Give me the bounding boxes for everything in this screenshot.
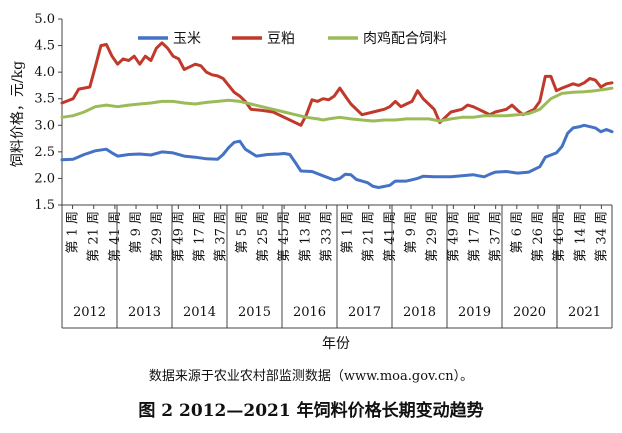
x-tick-label: 第 9 周 (129, 211, 144, 254)
y-tick-label: 5.0 (34, 12, 55, 27)
y-axis-label: 饲料价格，元/kg (10, 61, 26, 167)
legend-label: 豆粕 (267, 31, 295, 47)
x-tick-label: 第 13 周 (298, 211, 313, 262)
x-tick-label: 第 25 周 (256, 211, 271, 262)
x-tick-label: 第 9 周 (404, 211, 419, 254)
x-tick-label: 第 21 周 (362, 211, 377, 262)
y-tick-label: 2.5 (34, 145, 55, 160)
y-tick-label: 1.5 (34, 198, 55, 213)
legend-label: 肉鸡配合饲料 (363, 30, 447, 47)
legend: 玉米 豆粕 肉鸡配合饲料 (138, 30, 447, 47)
y-tick-label: 3.5 (34, 92, 55, 107)
year-label: 2021 (568, 305, 601, 320)
x-tick-label: 第 29 周 (425, 211, 440, 262)
x-tick-label: 第 37 周 (214, 211, 229, 262)
year-label: 2012 (73, 305, 106, 320)
x-tick-label: 第 5 周 (235, 211, 250, 254)
x-tick-label: 第 26 周 (531, 211, 546, 262)
y-tick-label: 2.0 (34, 171, 55, 186)
x-axis-label: 年份 (322, 336, 350, 352)
axes: 1.52.02.53.03.54.04.55.0第 1 周第 21 周第 41 … (34, 12, 613, 329)
x-tick-label: 第 41 周 (383, 211, 398, 262)
series-line (60, 123, 614, 189)
x-tick-label: 第 1 周 (341, 211, 356, 254)
x-tick-label: 第 33 周 (319, 211, 334, 262)
legend-label: 玉米 (173, 31, 201, 47)
x-tick-label: 第 14 周 (573, 211, 588, 262)
y-tick-label: 4.5 (34, 39, 55, 54)
line-chart: 1.52.02.53.03.54.04.55.0第 1 周第 21 周第 41 … (10, 12, 614, 352)
year-label: 2018 (403, 305, 436, 320)
x-tick-label: 第 34 周 (594, 211, 609, 262)
series-lines (60, 41, 614, 189)
x-tick-label: 第 1 周 (66, 211, 81, 254)
x-tick-label: 第 41 周 (108, 211, 123, 262)
x-tick-label: 第 46 周 (552, 211, 567, 262)
year-label: 2013 (128, 305, 161, 320)
x-tick-label: 第 49 周 (446, 211, 461, 262)
year-label: 2017 (348, 305, 381, 320)
x-tick-label: 第 6 周 (510, 211, 525, 254)
x-tick-label: 第 21 周 (87, 211, 102, 262)
source-note: 数据来源于农业农村部监测数据（www.moa.gov.cn）。 (148, 369, 474, 384)
x-tick-label: 第 17 周 (468, 211, 483, 262)
x-tick-label: 第 37 周 (489, 211, 504, 262)
year-label: 2020 (513, 305, 546, 320)
x-tick-label: 第 17 周 (193, 211, 208, 262)
x-tick-label: 第 49 周 (171, 211, 186, 262)
y-tick-label: 4.0 (34, 65, 55, 80)
year-label: 2014 (183, 305, 216, 320)
year-label: 2019 (458, 305, 491, 320)
y-tick-label: 3.0 (34, 118, 55, 133)
year-label: 2015 (238, 305, 271, 320)
series-line (60, 86, 614, 123)
year-label: 2016 (293, 305, 326, 320)
figure-caption: 图 2 2012—2021 年饲料价格长期变动趋势 (138, 401, 484, 421)
x-tick-label: 第 45 周 (277, 211, 292, 262)
x-tick-label: 第 29 周 (150, 211, 165, 262)
